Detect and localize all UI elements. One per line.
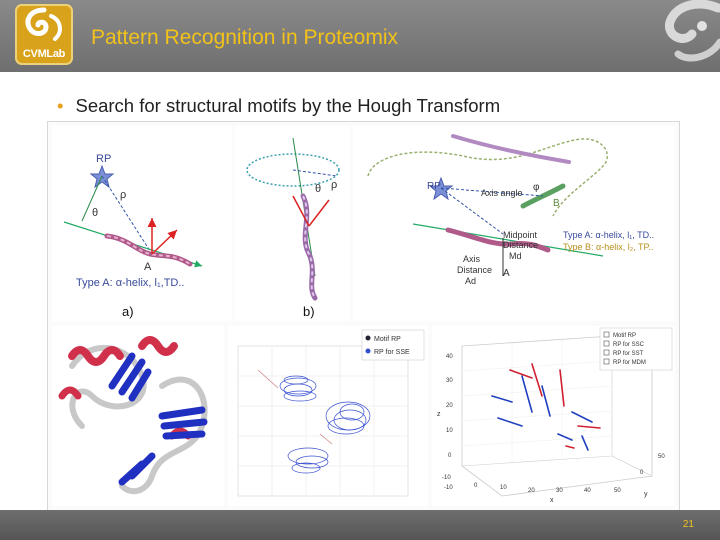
rp-label-c: RP [427, 181, 441, 192]
rho-label: ρ [120, 189, 126, 201]
x-tick-20: 20 [528, 488, 535, 494]
slide-title: Pattern Recognition in Proteomix [91, 26, 398, 49]
scatter-legend-motif: Motif RP [374, 336, 401, 343]
type-a-label-c: Type A: α-helix, l₁, TD.. [563, 230, 654, 240]
x-axis-label: x [550, 497, 554, 504]
z-tick-neg10: -10 [442, 475, 451, 481]
legend-motif-rp: Motif RP [613, 333, 636, 339]
bullet-text: Search for structural motifs by the Houg… [75, 95, 501, 116]
z-axis-label: z [437, 411, 441, 418]
scatter-legend-sse: RP for SSE [374, 349, 410, 356]
phi-label: φ [533, 182, 540, 193]
type-a-line: Type A: α-helix, l₁,TD.. [76, 277, 185, 289]
hough-3d-plot: Motif RP RP for SSC RP for SST RP for MD… [432, 326, 675, 506]
point-b-label: B [553, 198, 560, 209]
diagram-panel-a: RP ρ θ A Type A: α-helix, l₁,TD.. a) [52, 126, 232, 321]
z-tick-20: 20 [446, 403, 453, 409]
z-tick-30: 30 [446, 378, 453, 384]
hough-scatter-plot: Motif RP RP for SSE [228, 326, 428, 506]
point-a-label-c: A [503, 268, 510, 279]
x-tick-neg10: -10 [444, 485, 453, 491]
axis-distance-label: Distance [457, 265, 492, 275]
legend-rp-mdm: RP for MDM [613, 360, 646, 366]
point-a-label: A [144, 261, 152, 273]
axis-angle-label: Axis angle [481, 188, 523, 198]
x-tick-50: 50 [614, 488, 621, 494]
md-label: Md [509, 251, 522, 261]
x-tick-10: 10 [500, 485, 507, 491]
midpoint-label: Midpoint [503, 230, 538, 240]
figure-composite: RP ρ θ A Type A: α-helix, l₁,TD.. a) ρ θ… [47, 121, 680, 511]
theta-label-b: θ [315, 183, 321, 195]
theta-label: θ [92, 207, 98, 219]
cvmlab-logo: CVMLab [15, 4, 73, 65]
slide-footer: 21 [0, 510, 720, 540]
y-tick-0: 0 [640, 470, 644, 476]
legend-rp-sst: RP for SST [613, 351, 644, 357]
z-tick-40: 40 [446, 354, 453, 360]
diagram-panel-c: RP φ Axis angle B Midpoint Distance Md A… [353, 126, 675, 321]
swirl-decoration-icon [664, 0, 720, 62]
caption-a: a) [122, 304, 134, 319]
slide-header: CVMLab Pattern Recognition in Proteomix [0, 0, 720, 72]
z-tick-0: 0 [448, 453, 452, 459]
type-b-label-c: Type B: α-helix, l₂, TP.. [563, 242, 653, 252]
y-axis-label: y [644, 491, 648, 498]
x-tick-30: 30 [556, 488, 563, 494]
bullet-icon: • [57, 95, 64, 116]
z-tick-10: 10 [446, 428, 453, 434]
caption-b: b) [303, 304, 315, 319]
y-tick-50: 50 [658, 454, 665, 460]
bullet-item: • Search for structural motifs by the Hou… [57, 95, 500, 117]
rho-label-b: ρ [331, 179, 337, 191]
logo-text: CVMLab [22, 48, 66, 60]
protein-structure-image [52, 326, 224, 506]
rp-label: RP [96, 153, 111, 165]
ad-label: Ad [465, 276, 476, 286]
axis-label: Axis [463, 254, 481, 264]
legend-rp-ssc: RP for SSC [613, 342, 645, 348]
swirl-logo-icon [25, 7, 62, 41]
distance-label: Distance [503, 240, 538, 250]
diagram-panel-b: ρ θ b) [235, 126, 350, 321]
x-tick-0: 0 [474, 483, 478, 489]
page-number: 21 [682, 519, 694, 530]
x-tick-40: 40 [584, 488, 591, 494]
